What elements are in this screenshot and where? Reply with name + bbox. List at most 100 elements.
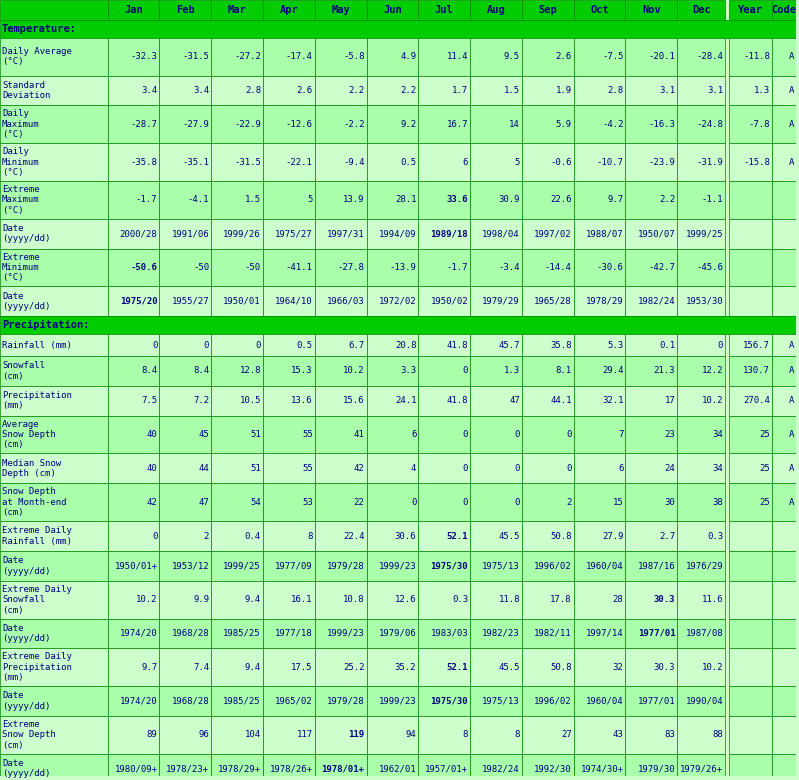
- Bar: [367, 181, 419, 218]
- Text: 1977/18: 1977/18: [275, 629, 312, 638]
- Bar: [574, 181, 626, 218]
- Text: A: A: [789, 498, 794, 507]
- Text: Precipitation:: Precipitation:: [2, 320, 89, 330]
- Bar: [108, 521, 159, 551]
- Text: 3.3: 3.3: [400, 367, 416, 375]
- Text: 17: 17: [665, 396, 675, 406]
- Bar: [626, 334, 678, 356]
- Text: 1.5: 1.5: [244, 195, 261, 204]
- Text: -12.6: -12.6: [286, 120, 312, 129]
- Bar: [470, 753, 522, 780]
- Bar: [211, 753, 263, 780]
- Bar: [315, 686, 367, 716]
- Text: -7.5: -7.5: [602, 52, 623, 61]
- Bar: [522, 181, 574, 218]
- Text: 30: 30: [665, 498, 675, 507]
- Bar: [574, 286, 626, 316]
- Bar: [522, 453, 574, 484]
- Bar: [315, 619, 367, 648]
- Text: 1996/02: 1996/02: [534, 562, 572, 570]
- Text: 28.1: 28.1: [395, 195, 416, 204]
- Text: Aug: Aug: [487, 5, 506, 15]
- Bar: [263, 144, 315, 181]
- Text: 40: 40: [147, 430, 157, 439]
- Bar: [522, 581, 574, 619]
- Bar: [0, 619, 108, 648]
- Text: 42: 42: [354, 464, 364, 473]
- Bar: [729, 249, 772, 286]
- Text: 44: 44: [198, 464, 209, 473]
- Text: 2: 2: [566, 498, 572, 507]
- Text: 50.8: 50.8: [551, 531, 572, 541]
- Text: -31.5: -31.5: [182, 52, 209, 61]
- Text: 1966/03: 1966/03: [327, 297, 364, 306]
- Text: -42.7: -42.7: [649, 263, 675, 272]
- Text: 1975/30: 1975/30: [431, 562, 468, 570]
- Bar: [108, 416, 159, 453]
- Text: 1999/25: 1999/25: [224, 562, 261, 570]
- Bar: [108, 0, 159, 20]
- Bar: [0, 648, 108, 686]
- Text: Jan: Jan: [124, 5, 143, 15]
- Text: A: A: [789, 86, 794, 95]
- Text: -27.8: -27.8: [338, 263, 364, 272]
- Bar: [315, 453, 367, 484]
- Bar: [108, 716, 159, 753]
- Bar: [626, 716, 678, 753]
- Text: 0.3: 0.3: [452, 595, 468, 604]
- Text: 34: 34: [713, 430, 723, 439]
- Bar: [263, 386, 315, 416]
- Bar: [263, 334, 315, 356]
- Bar: [108, 648, 159, 686]
- Bar: [626, 386, 678, 416]
- Text: 25.2: 25.2: [343, 663, 364, 672]
- Bar: [315, 581, 367, 619]
- Bar: [0, 286, 108, 316]
- Bar: [419, 686, 470, 716]
- Bar: [574, 249, 626, 286]
- Text: 5: 5: [515, 158, 520, 167]
- Bar: [263, 37, 315, 76]
- Text: 0.5: 0.5: [296, 341, 312, 349]
- Text: 2.2: 2.2: [659, 195, 675, 204]
- Text: 1975/27: 1975/27: [275, 229, 312, 238]
- Text: A: A: [789, 430, 794, 439]
- Bar: [522, 334, 574, 356]
- Bar: [367, 484, 419, 521]
- Bar: [159, 648, 211, 686]
- Text: 30.6: 30.6: [395, 531, 416, 541]
- Bar: [574, 484, 626, 521]
- Text: 9.4: 9.4: [244, 595, 261, 604]
- Bar: [470, 453, 522, 484]
- Bar: [522, 619, 574, 648]
- Text: 10.2: 10.2: [702, 663, 723, 672]
- Text: -22.9: -22.9: [234, 120, 261, 129]
- Text: Extreme
Minimum
(°C): Extreme Minimum (°C): [2, 253, 40, 282]
- Bar: [470, 521, 522, 551]
- Text: 6: 6: [411, 430, 416, 439]
- Text: 38: 38: [713, 498, 723, 507]
- Bar: [367, 716, 419, 753]
- Bar: [108, 551, 159, 581]
- Bar: [678, 648, 725, 686]
- Bar: [315, 249, 367, 286]
- Bar: [729, 551, 772, 581]
- Text: 8.4: 8.4: [141, 367, 157, 375]
- Bar: [108, 144, 159, 181]
- Bar: [772, 0, 796, 20]
- Text: 25: 25: [759, 464, 770, 473]
- Bar: [159, 0, 211, 20]
- Bar: [315, 648, 367, 686]
- Bar: [108, 334, 159, 356]
- Text: -50: -50: [244, 263, 261, 272]
- Text: Mar: Mar: [228, 5, 246, 15]
- Text: 9.5: 9.5: [504, 52, 520, 61]
- Text: 47: 47: [509, 396, 520, 406]
- Text: 1978/01+: 1978/01+: [321, 764, 364, 773]
- Bar: [367, 105, 419, 144]
- Bar: [367, 416, 419, 453]
- Text: 0: 0: [463, 464, 468, 473]
- Text: Date
(yyyy/dd): Date (yyyy/dd): [2, 292, 50, 311]
- Text: 156.7: 156.7: [743, 341, 770, 349]
- Bar: [729, 286, 772, 316]
